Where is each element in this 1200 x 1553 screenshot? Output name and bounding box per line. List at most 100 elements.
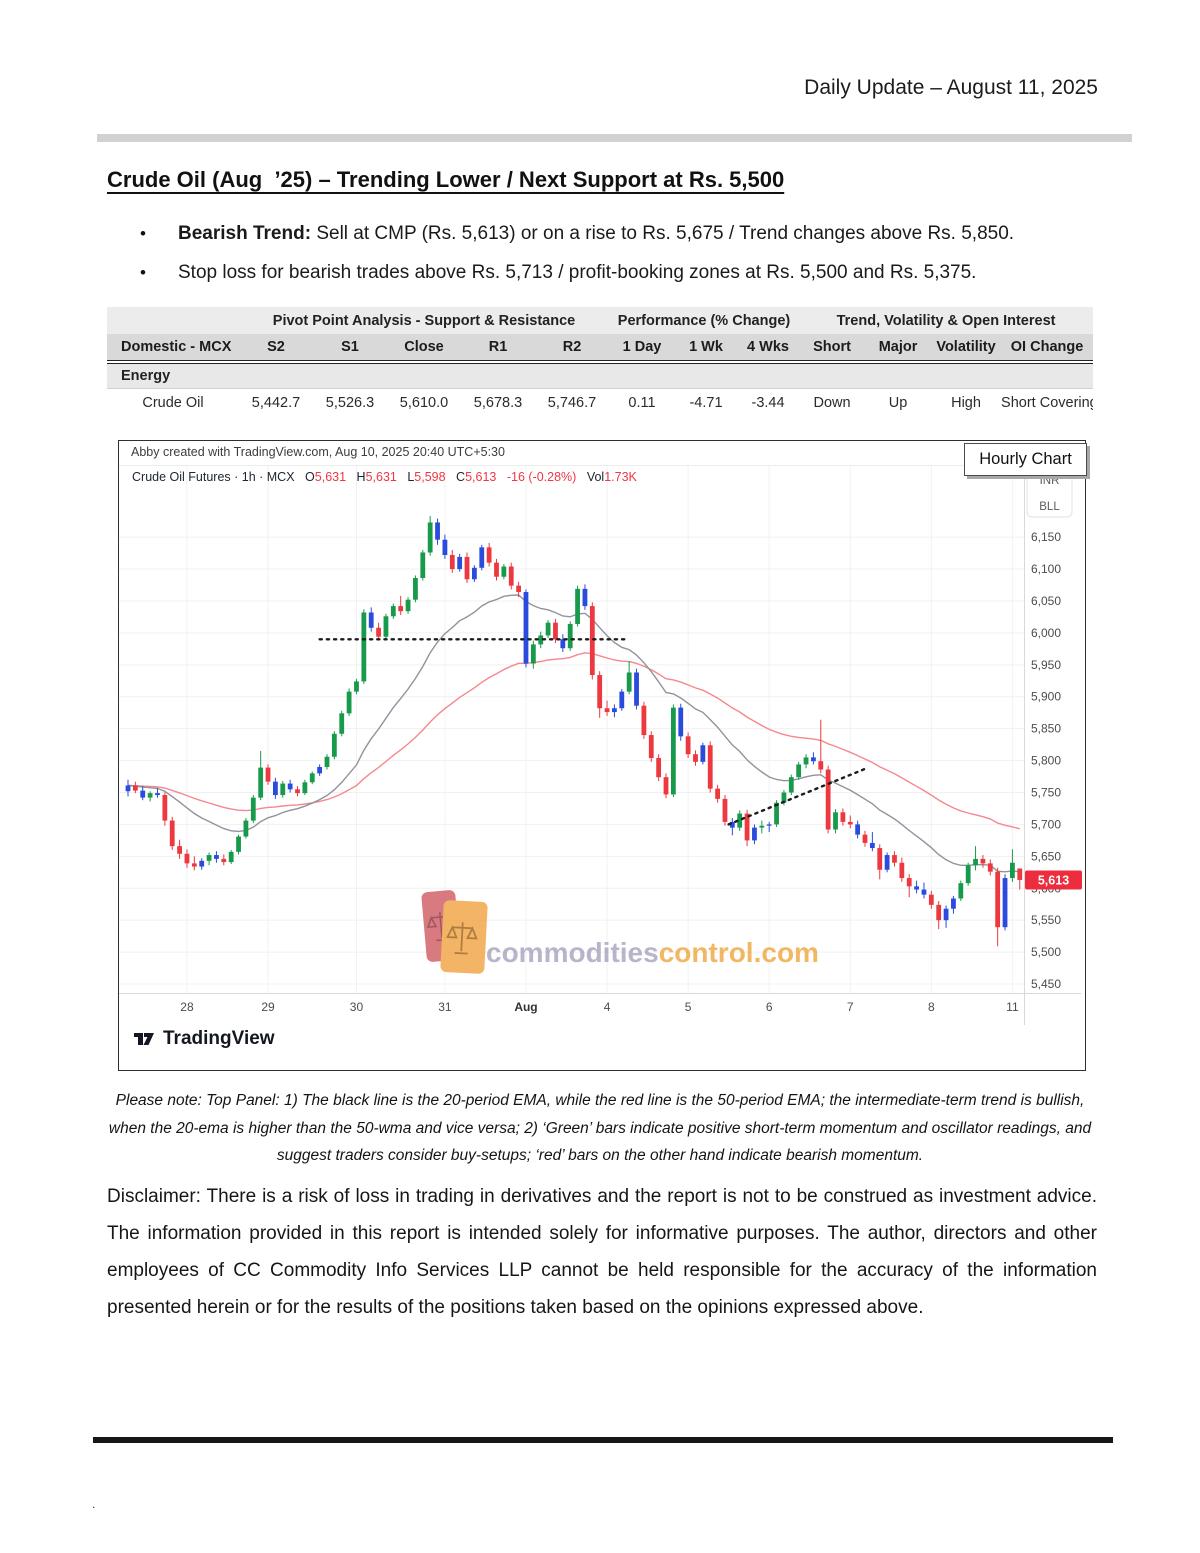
tradingview-logo: TradingView: [132, 1027, 275, 1051]
legend-low-label: L: [407, 470, 415, 484]
legend-open-value: 5,631: [314, 470, 347, 484]
bullet-body: Stop loss for bearish trades above Rs. 5…: [178, 262, 977, 283]
bullet-list: • Bearish Trend: Sell at CMP (Rs. 5,613)…: [140, 222, 1100, 300]
svg-text:6,000: 6,000: [1031, 626, 1061, 640]
cell-volatility: High: [931, 388, 1002, 418]
cell-name: Crude Oil: [107, 388, 239, 418]
watermark-control: control.com: [658, 937, 819, 968]
col-close: Close: [387, 334, 461, 364]
bullet-item-bearish-trend: • Bearish Trend: Sell at CMP (Rs. 5,613)…: [140, 222, 1100, 246]
col-oi-change: OI Change: [1001, 334, 1094, 364]
table-column-header-row: Domestic - MCX S2 S1 Close R1 R2 1 Day 1…: [107, 334, 1094, 364]
cell-major-trend: Up: [865, 388, 932, 418]
cell-1wk: -4.71: [675, 388, 737, 418]
tradingview-glyph-icon: [134, 1033, 154, 1045]
bullet-bold-label: Bearish Trend:: [178, 223, 312, 244]
legend-low-value: 5,598: [414, 470, 446, 484]
group-header-performance: Performance (% Change): [609, 307, 800, 334]
svg-text:7: 7: [847, 1000, 854, 1014]
commoditiescontrol-logo-icon: [421, 889, 496, 975]
svg-text:11: 11: [1006, 1000, 1019, 1014]
watermark-text: commoditiescontrol.com: [486, 939, 819, 975]
group-header-pivot: Pivot Point Analysis - Support & Resista…: [239, 307, 609, 334]
candlestick-chart: 6,150 6,100 6,050 6,000 5,950 5,900 5,850 5,800…: [119, 465, 1082, 1025]
svg-text:6,100: 6,100: [1031, 562, 1061, 576]
section-energy: Energy: [107, 362, 1094, 389]
header-divider: [97, 134, 1132, 142]
cell-s2: 5,442.7: [239, 388, 313, 418]
svg-text:29: 29: [261, 1000, 275, 1014]
legend-high-value: 5,631: [365, 470, 397, 484]
svg-text:8: 8: [928, 1000, 935, 1014]
col-domestic-mcx: Domestic - MCX: [107, 334, 239, 364]
bullet-text: Bearish Trend: Sell at CMP (Rs. 5,613) o…: [178, 222, 1014, 246]
col-s1: S1: [313, 334, 387, 364]
svg-text:Aug: Aug: [514, 1000, 537, 1014]
bullet-text: Stop loss for bearish trades above Rs. 5…: [178, 261, 976, 285]
footer-rule: [93, 1437, 1113, 1443]
svg-text:BLL: BLL: [1039, 501, 1060, 513]
price-plot-wrap: 6,150 6,100 6,050 6,000 5,950 5,900 5,850 5,800…: [119, 465, 1083, 1069]
legend-close-value: 5,613: [465, 470, 497, 484]
group-header-trend: Trend, Volatility & Open Interest: [799, 307, 1094, 334]
cell-r2: 5,746.7: [535, 388, 609, 418]
svg-text:28: 28: [180, 1000, 194, 1014]
pivot-table: Pivot Point Analysis - Support & Resista…: [107, 307, 1094, 418]
svg-text:4: 4: [604, 1000, 611, 1014]
disclaimer: Disclaimer: There is a risk of loss in t…: [107, 1186, 1097, 1318]
col-short: Short: [799, 334, 866, 364]
col-4wks: 4 Wks: [737, 334, 800, 364]
col-1wk: 1 Wk: [675, 334, 737, 364]
chart-legend: Crude Oil Futures · 1h · MCX O5,631 H5,6…: [132, 470, 637, 484]
cell-s1: 5,526.3: [313, 388, 387, 418]
bullet-icon: •: [140, 224, 146, 243]
svg-text:31: 31: [438, 1000, 452, 1014]
svg-text:5,500: 5,500: [1031, 945, 1061, 959]
svg-text:5,550: 5,550: [1031, 913, 1061, 927]
svg-text:5,450: 5,450: [1031, 977, 1061, 991]
col-volatility: Volatility: [931, 334, 1002, 364]
legend-vol-value: 1.73K: [604, 470, 637, 484]
svg-text:5,950: 5,950: [1031, 658, 1061, 672]
cell-1day: 0.11: [609, 388, 675, 418]
legend-change: -16 (-0.28%): [506, 470, 577, 484]
logo-red-card: [421, 889, 461, 963]
svg-text:5,750: 5,750: [1031, 786, 1061, 800]
cell-close: 5,610.0: [387, 388, 461, 418]
group-header-empty: [107, 307, 239, 334]
svg-text:5,850: 5,850: [1031, 722, 1061, 736]
legend-vol-label: Vol: [586, 470, 605, 484]
col-1day: 1 Day: [609, 334, 675, 364]
cell-oi-change: Short Covering: [1001, 388, 1094, 418]
header-date: Daily Update – August 11, 2025: [804, 76, 1098, 99]
chart-container: Abby created with TradingView.com, Aug 1…: [118, 440, 1087, 1071]
hourly-chart-badge: Hourly Chart: [964, 443, 1087, 476]
legend-symbol: Crude Oil Futures · 1h · MCX: [132, 470, 295, 484]
watermark-commodities: commodities: [486, 937, 659, 968]
svg-text:INR: INR: [1040, 475, 1060, 487]
svg-text:6: 6: [766, 1000, 773, 1014]
svg-text:5,613: 5,613: [1038, 873, 1069, 887]
svg-text:6,150: 6,150: [1031, 530, 1061, 544]
col-r1: R1: [461, 334, 535, 364]
svg-text:6,050: 6,050: [1031, 594, 1061, 608]
svg-text:5,900: 5,900: [1031, 690, 1061, 704]
table-group-header-row: Pivot Point Analysis - Support & Resista…: [107, 307, 1094, 334]
bullet-item-stop-loss: • Stop loss for bearish trades above Rs.…: [140, 261, 1100, 285]
cell-r1: 5,678.3: [461, 388, 535, 418]
logo-orange-card: [440, 899, 488, 975]
col-s2: S2: [239, 334, 313, 364]
svg-text:5,800: 5,800: [1031, 754, 1061, 768]
cell-4wks: -3.44: [737, 388, 800, 418]
col-major: Major: [865, 334, 932, 364]
svg-text:5,700: 5,700: [1031, 817, 1061, 831]
svg-text:5: 5: [685, 1000, 692, 1014]
table-section-row: Energy: [107, 362, 1094, 389]
bullet-icon: •: [140, 263, 146, 282]
page-title: Crude Oil (Aug ’25) – Trending Lower / N…: [107, 167, 785, 192]
cell-short-trend: Down: [799, 388, 866, 418]
chart-note: Please note: Top Panel: 1) The black lin…: [108, 1092, 1092, 1164]
col-r2: R2: [535, 334, 609, 364]
footer-dot: .: [92, 1497, 96, 1511]
